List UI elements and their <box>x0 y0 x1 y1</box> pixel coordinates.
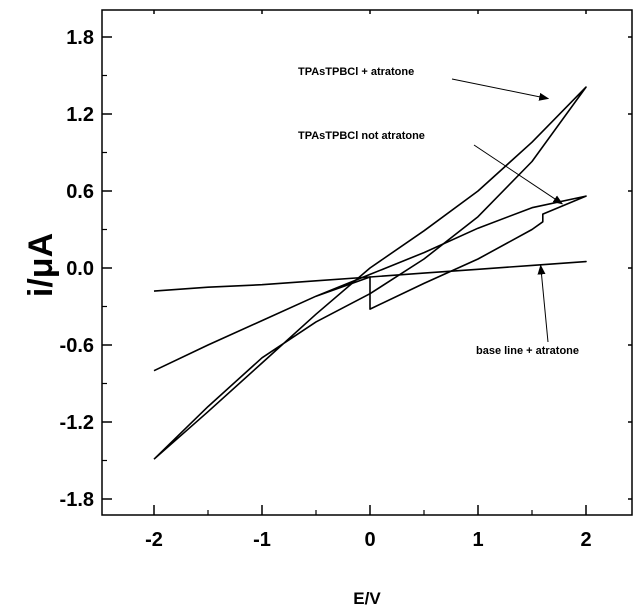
y-tick-label: 1.8 <box>66 27 94 49</box>
y-tick-label: -1.8 <box>60 489 94 511</box>
annotation-arrow <box>451 78 550 101</box>
x-tick-label: -1 <box>253 529 271 551</box>
plot-frame <box>101 9 633 516</box>
annotation-arrow <box>473 144 564 205</box>
x-tick-label: 0 <box>364 529 375 551</box>
annotation-label: base line + atratone <box>476 345 579 357</box>
y-axis-title: i/μA <box>22 233 60 297</box>
x-tick-label: 2 <box>580 529 591 551</box>
x-tick-label: -2 <box>145 529 163 551</box>
y-axis-ticks: -1.8 -1.2 -0.6 0.0 0.6 1.2 1.8 <box>60 27 632 511</box>
curves <box>153 86 587 460</box>
annotation-arrow <box>537 264 549 343</box>
x-axis-ticks: -2 -1 0 1 2 <box>145 10 592 551</box>
series-line <box>153 260 587 292</box>
y-tick-label: -1.2 <box>60 412 94 434</box>
y-tick-label: -0.6 <box>60 335 94 357</box>
annotation-label: TPAsTPBCl + atratone <box>298 66 414 78</box>
x-tick-label: 1 <box>472 529 483 551</box>
series-line <box>153 86 587 460</box>
y-tick-label: 0.6 <box>66 181 94 203</box>
series-line <box>153 195 587 372</box>
annotation-label: TPAsTPBCl not atratone <box>298 130 425 142</box>
y-tick-label: 1.2 <box>66 104 94 126</box>
annotations: TPAsTPBCl + atratone TPAsTPBCl not atrato… <box>298 66 579 357</box>
x-axis-title: E/V <box>353 589 381 608</box>
y-tick-label: 0.0 <box>66 258 94 280</box>
